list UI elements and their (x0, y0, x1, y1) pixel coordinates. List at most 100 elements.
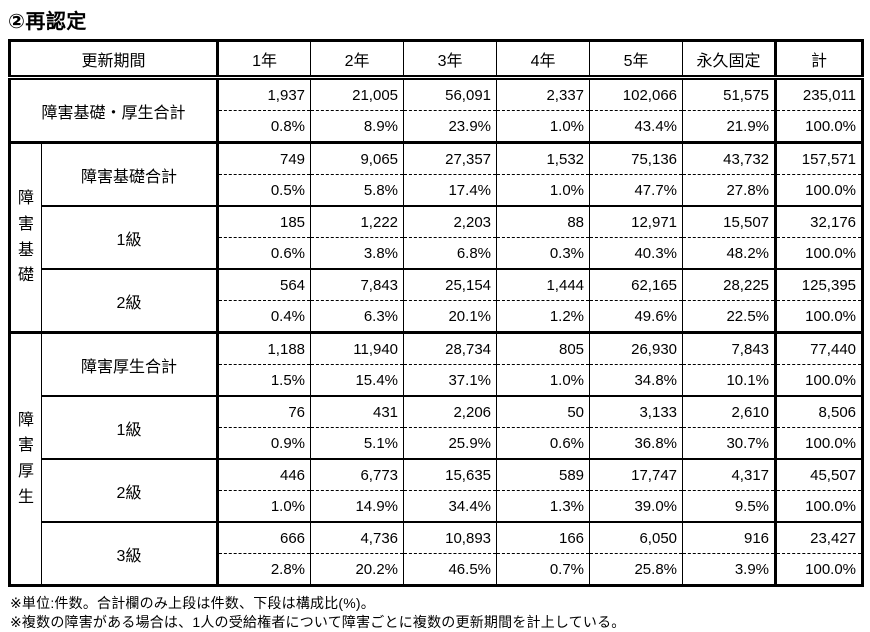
percent-cell: 20.1% (403, 300, 498, 333)
row-label: 障害厚生合計 (40, 331, 219, 396)
row-label: 2級 (40, 458, 219, 522)
header-renewal-period: 更新期間 (8, 40, 219, 80)
group-label: 障害厚生 (9, 331, 42, 586)
footnote-unit: ※単位:件数。合計欄のみ上段は件数、下段は構成比(%)。 (10, 595, 375, 611)
count-cell: 1,222 (310, 205, 405, 238)
count-cell: 45,507 (774, 458, 864, 491)
percent-cell: 100.0% (774, 174, 864, 206)
count-cell: 32,176 (774, 205, 864, 238)
count-cell: 8,506 (774, 395, 864, 428)
count-cell: 4,736 (310, 521, 405, 554)
count-cell: 1,188 (216, 331, 312, 365)
count-cell: 9,065 (310, 141, 405, 175)
row-label: 2級 (40, 268, 219, 333)
percent-cell: 40.3% (589, 237, 684, 269)
group-label-char: 害 (17, 437, 34, 455)
percent-cell: 20.2% (310, 553, 405, 586)
percent-cell: 1.0% (496, 174, 591, 206)
count-cell: 1,532 (496, 141, 591, 175)
header-col-1: 2年 (310, 40, 405, 80)
percent-cell: 23.9% (403, 110, 498, 143)
count-cell: 10,893 (403, 521, 498, 554)
count-cell: 56,091 (403, 77, 498, 111)
group-label-char: 礎 (17, 267, 34, 285)
table-row-counts: 障害厚生障害厚生合計 1,188 11,940 28,734 805 26,930 7,84… (9, 331, 864, 586)
count-cell: 15,507 (682, 205, 777, 238)
percent-cell: 100.0% (774, 364, 864, 396)
count-cell: 1,937 (216, 77, 312, 111)
percent-cell: 17.4% (403, 174, 498, 206)
percent-cell: 1.0% (216, 490, 312, 522)
percent-cell: 34.8% (589, 364, 684, 396)
percent-cell: 100.0% (774, 110, 864, 143)
table-head-row: 更新期間 1年 2年 3年 4年 5年 永久固定計 (8, 40, 864, 80)
table-row-percents: 1.5% 15.4% 37.1% 1.0% 34.8% 10.1% 100.0% (10, 364, 864, 396)
percent-cell: 22.5% (682, 300, 777, 333)
count-cell: 50 (496, 395, 591, 428)
percent-cell: 100.0% (774, 237, 864, 269)
table-row-percents: 0.4% 6.3% 20.1% 1.2% 49.6% 22.5% 100.0% (10, 300, 864, 333)
count-cell: 6,773 (310, 458, 405, 491)
count-cell: 916 (682, 521, 777, 554)
table-row-counts: 2級 564 7,843 25,154 1,444 62,165 28,225 125,395 (10, 268, 864, 333)
row-label: 障害基礎合計 (40, 141, 219, 206)
count-cell: 88 (496, 205, 591, 238)
count-cell: 27,357 (403, 141, 498, 175)
count-cell: 76 (216, 395, 312, 428)
percent-cell: 0.7% (496, 553, 591, 586)
table-row-percents: 1.0% 14.9% 34.4% 1.3% 39.0% 9.5% 100.0% (10, 490, 864, 522)
percent-cell: 34.4% (403, 490, 498, 522)
percent-cell: 5.1% (310, 427, 405, 459)
percent-cell: 46.5% (403, 553, 498, 586)
percent-cell: 36.8% (589, 427, 684, 459)
count-cell: 77,440 (774, 331, 864, 365)
count-cell: 235,011 (774, 77, 864, 111)
count-cell: 2,203 (403, 205, 498, 238)
count-cell: 21,005 (310, 77, 405, 111)
count-cell: 589 (496, 458, 591, 491)
count-cell: 23,427 (774, 521, 864, 554)
percent-cell: 43.4% (589, 110, 684, 143)
percent-cell: 1.0% (496, 110, 591, 143)
percent-cell: 47.7% (589, 174, 684, 206)
count-cell: 7,843 (682, 331, 777, 365)
group-label-char: 生 (17, 488, 34, 506)
row-label: 3級 (40, 521, 219, 586)
table-row-counts: 1級 76 431 2,206 50 3,133 2,610 8,506 (10, 395, 864, 459)
percent-cell: 25.8% (589, 553, 684, 586)
count-cell: 17,747 (589, 458, 684, 491)
count-cell: 2,206 (403, 395, 498, 428)
percent-cell: 37.1% (403, 364, 498, 396)
table-row-counts: 3級 666 4,736 10,893 166 6,050 916 23,427 (10, 521, 864, 586)
percent-cell: 100.0% (774, 490, 864, 522)
count-cell: 3,133 (589, 395, 684, 428)
count-cell: 166 (496, 521, 591, 554)
count-cell: 75,136 (589, 141, 684, 175)
percent-cell: 6.8% (403, 237, 498, 269)
table-row-counts: 障害基礎・厚生合計 1,937 21,005 56,091 2,337 102,066 51… (8, 77, 864, 143)
count-cell: 666 (216, 521, 312, 554)
header-col-5: 永久固定 (682, 40, 777, 80)
percent-cell: 0.6% (216, 237, 312, 269)
percent-cell: 39.0% (589, 490, 684, 522)
percent-cell: 5.8% (310, 174, 405, 206)
table-row-counts: 2級 446 6,773 15,635 589 17,747 4,317 45,507 (10, 458, 864, 522)
percent-cell: 10.1% (682, 364, 777, 396)
row-label: 1級 (40, 395, 219, 459)
percent-cell: 100.0% (774, 553, 864, 586)
header-col-3: 4年 (496, 40, 591, 80)
percent-cell: 3.9% (682, 553, 777, 586)
percent-cell: 1.5% (216, 364, 312, 396)
percent-cell: 15.4% (310, 364, 405, 396)
percent-cell: 8.9% (310, 110, 405, 143)
group-label-char: 障 (17, 411, 34, 429)
count-cell: 564 (216, 268, 312, 301)
table-row-percents: 2.8% 20.2% 46.5% 0.7% 25.8% 3.9% 100.0% (10, 553, 864, 586)
percent-cell: 0.8% (216, 110, 312, 143)
count-cell: 12,971 (589, 205, 684, 238)
percent-cell: 0.3% (496, 237, 591, 269)
percent-cell: 9.5% (682, 490, 777, 522)
count-cell: 125,395 (774, 268, 864, 301)
count-cell: 28,225 (682, 268, 777, 301)
